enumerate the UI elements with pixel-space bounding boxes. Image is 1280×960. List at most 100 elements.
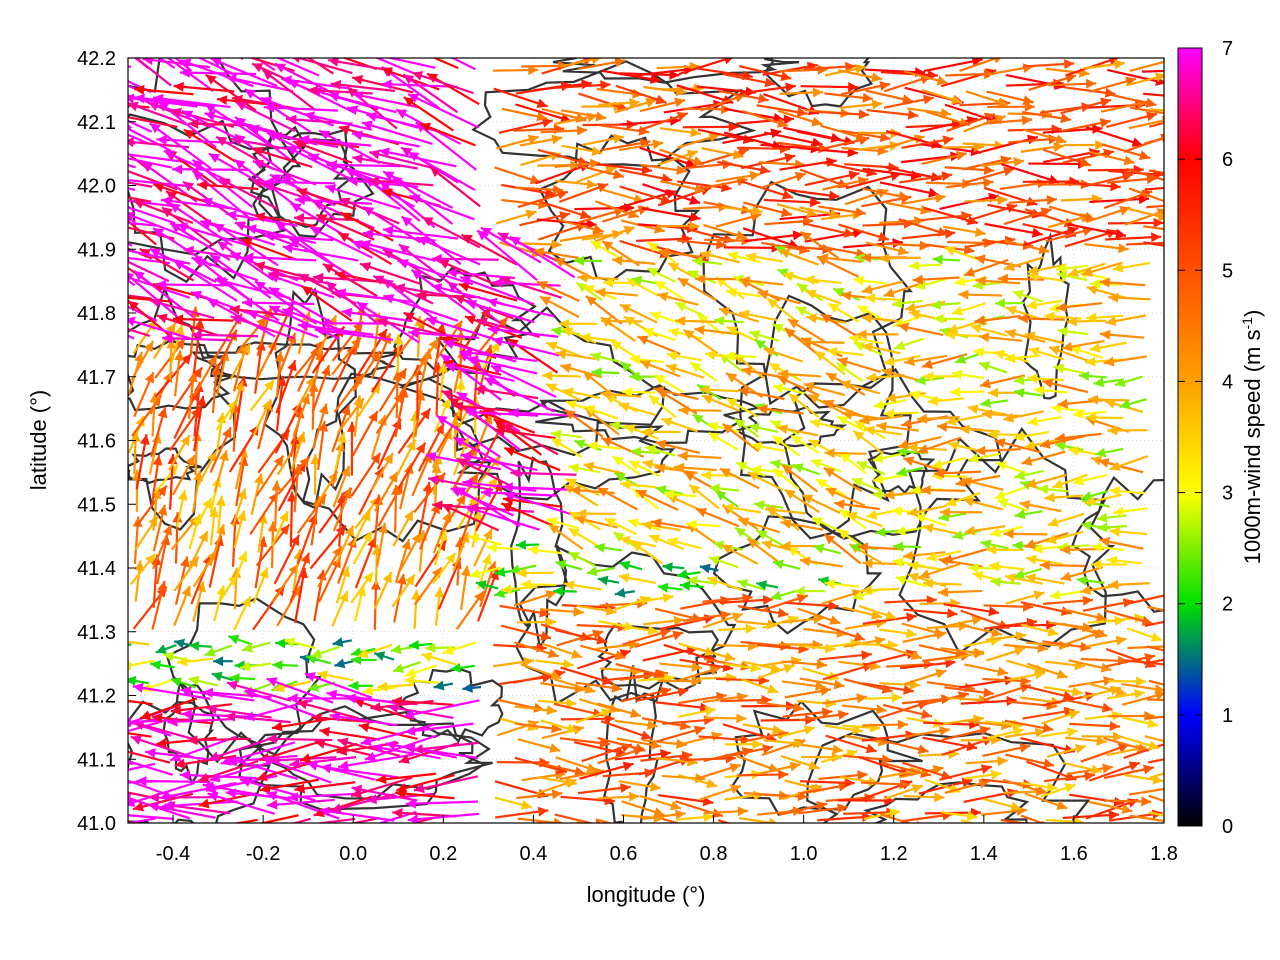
wind-arrow xyxy=(808,438,842,458)
wind-arrow xyxy=(737,769,789,780)
wind-arrow xyxy=(1103,764,1155,780)
wind-arrow xyxy=(760,593,809,612)
wind-arrow xyxy=(514,705,558,716)
wind-arrow xyxy=(1146,698,1164,702)
wind-arrow xyxy=(1129,58,1164,72)
wind-arrow xyxy=(637,223,698,234)
wind-arrow xyxy=(450,487,514,517)
wind-arrow xyxy=(495,209,537,225)
wind-arrow xyxy=(1042,595,1094,606)
wind-arrow xyxy=(492,277,561,288)
wind-arrow xyxy=(945,414,985,426)
wind-arrow xyxy=(597,702,642,718)
wind-arrow xyxy=(1044,492,1084,503)
wind-arrow xyxy=(986,90,1034,106)
wind-arrow xyxy=(128,163,137,169)
wind-arrow xyxy=(187,735,251,746)
wind-arrow xyxy=(1126,627,1163,642)
wind-arrow xyxy=(1013,430,1050,442)
wind-arrow xyxy=(912,274,960,285)
wind-arrow xyxy=(432,552,457,584)
wind-arrow xyxy=(618,780,661,792)
wind-arrow xyxy=(615,84,667,105)
wind-arrow xyxy=(204,103,272,147)
wind-arrow xyxy=(1084,243,1129,254)
wind-arrow xyxy=(207,791,275,815)
wind-arrow xyxy=(229,342,252,380)
wind-arrow xyxy=(962,140,1005,151)
y-tick-label: 41.0 xyxy=(77,813,116,835)
wind-arrow xyxy=(508,408,579,418)
wind-arrow xyxy=(757,404,804,415)
wind-arrow xyxy=(325,280,379,325)
wind-arrow xyxy=(1144,735,1164,743)
wind-arrow xyxy=(1104,609,1153,626)
wind-arrow xyxy=(639,360,681,378)
wind-arrow xyxy=(843,636,886,648)
wind-arrow xyxy=(134,58,172,87)
wind-arrow xyxy=(1127,594,1164,605)
wind-arrow xyxy=(348,680,374,691)
wind-arrow xyxy=(1028,346,1065,361)
wind-arrow xyxy=(1073,474,1107,486)
wind-arrow xyxy=(622,628,671,646)
wind-arrow xyxy=(965,90,1009,107)
wind-arrow xyxy=(272,660,299,671)
wind-arrow xyxy=(193,354,218,397)
wind-arrow xyxy=(658,247,705,259)
wind-arrow xyxy=(576,622,628,632)
wind-arrow xyxy=(794,586,826,597)
wind-arrow xyxy=(978,361,1008,374)
wind-arrow xyxy=(128,640,150,646)
wind-arrow xyxy=(382,225,459,240)
wind-arrow xyxy=(128,316,192,340)
wind-arrow xyxy=(128,750,171,764)
wind-arrow xyxy=(804,170,860,187)
wind-arrow xyxy=(619,168,673,184)
wind-arrow xyxy=(209,506,219,546)
wind-arrow xyxy=(151,580,167,630)
wind-arrow xyxy=(580,644,626,661)
wind-arrow xyxy=(769,459,800,470)
wind-arrow xyxy=(1080,743,1130,763)
wind-arrow xyxy=(496,134,540,150)
wind-arrow xyxy=(699,563,719,574)
wind-arrow xyxy=(999,178,1048,191)
wind-arrow xyxy=(132,199,194,224)
wind-arrow xyxy=(394,386,409,438)
wind-arrow xyxy=(1148,679,1164,686)
wind-arrow xyxy=(1012,290,1043,303)
wind-arrow xyxy=(231,567,242,610)
wind-arrow xyxy=(944,778,990,794)
x-axis-title: longitude (°) xyxy=(587,882,706,907)
wind-arrow xyxy=(697,763,741,780)
wind-arrow xyxy=(136,776,211,786)
wind-arrow xyxy=(275,638,299,649)
x-tick-label: 0.2 xyxy=(429,843,457,865)
wind-arrow xyxy=(128,791,156,800)
wind-arrow xyxy=(772,467,800,490)
wind-arrow xyxy=(1129,814,1164,823)
wind-arrow xyxy=(299,742,358,763)
wind-arrow xyxy=(213,450,229,493)
wind-arrow xyxy=(614,749,671,761)
wind-arrow xyxy=(438,362,449,401)
wind-arrow xyxy=(662,562,685,572)
wind-arrow xyxy=(883,281,926,298)
wind-arrow xyxy=(1028,73,1077,91)
wind-arrow xyxy=(263,102,338,113)
wind-arrow xyxy=(927,396,965,406)
wind-arrow xyxy=(234,116,294,163)
wind-arrow xyxy=(229,673,256,684)
wind-arrow xyxy=(206,704,272,719)
wind-arrow xyxy=(1085,412,1124,423)
wind-arrow xyxy=(782,707,833,718)
wind-arrow xyxy=(573,255,603,266)
wind-arrow xyxy=(1021,623,1059,637)
wind-arrow xyxy=(315,213,375,241)
wind-arrow xyxy=(686,519,721,530)
wind-arrow xyxy=(475,580,499,590)
wind-arrow xyxy=(527,545,562,556)
wind-arrow xyxy=(988,561,1025,572)
wind-arrow xyxy=(994,298,1025,309)
